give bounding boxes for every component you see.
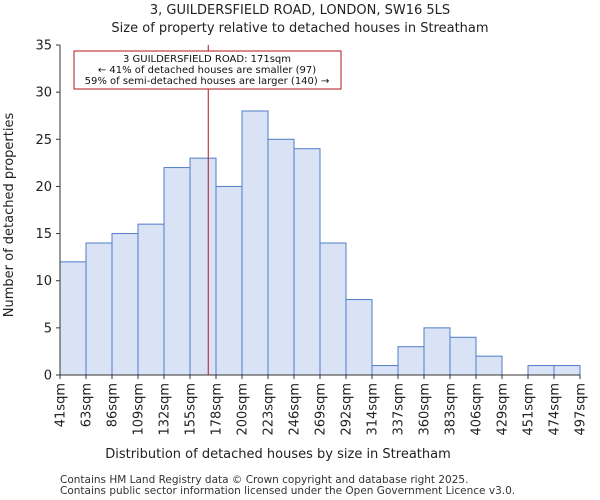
- x-tick-label: 246sqm: [288, 383, 303, 436]
- x-tick-label: 132sqm: [158, 383, 173, 436]
- x-tick-label: 223sqm: [262, 383, 277, 436]
- x-tick-label: 360sqm: [418, 383, 433, 436]
- x-axis: 41sqm 63sqm 86sqm 109sqm 132sqm 155sqm 178sqm 2…: [54, 374, 589, 436]
- x-axis-label: Distribution of detached houses by size …: [105, 447, 451, 462]
- bar-41sqm: [59, 261, 87, 376]
- x-tick-label: 474sqm: [548, 383, 563, 436]
- bar-178sqm: [215, 185, 243, 376]
- chart-title-line2: Size of property relative to detached ho…: [111, 21, 488, 36]
- x-tick-label: 383sqm: [444, 383, 459, 436]
- footer-line2: Contains public sector information licen…: [60, 485, 515, 497]
- bar-451sqm: [527, 365, 555, 376]
- y-tick-label: 20: [35, 180, 52, 195]
- footer-line1: Contains HM Land Registry data © Crown c…: [60, 474, 468, 486]
- bar-292sqm: [345, 299, 373, 376]
- x-tick-label: 155sqm: [184, 383, 199, 436]
- chart-title-line1: 3, GUILDERSFIELD ROAD, LONDON, SW16 5LS: [150, 3, 450, 18]
- x-tick-label: 292sqm: [340, 383, 355, 436]
- bar-200sqm: [241, 110, 269, 376]
- annotation-line3: 59% of semi-detached houses are larger (…: [85, 76, 330, 87]
- bar-269sqm: [319, 242, 347, 376]
- bars-group: [59, 110, 581, 376]
- bar-63sqm: [85, 242, 113, 376]
- bar-406sqm: [475, 355, 503, 376]
- y-tick-label: 5: [44, 321, 52, 336]
- annotation-line1: 3 GUILDERSFIELD ROAD: 171sqm: [123, 54, 291, 65]
- bar-132sqm: [163, 167, 191, 376]
- x-tick-label: 200sqm: [236, 383, 251, 436]
- x-tick-label: 269sqm: [314, 383, 329, 436]
- bar-337sqm: [397, 346, 425, 376]
- x-tick-label: 41sqm: [54, 383, 69, 427]
- x-tick-label: 497sqm: [574, 383, 589, 436]
- bar-223sqm: [267, 138, 295, 376]
- bar-109sqm: [137, 223, 165, 376]
- y-tick-label: 25: [35, 133, 52, 148]
- x-tick-label: 178sqm: [210, 383, 225, 436]
- x-tick-label: 109sqm: [132, 383, 147, 436]
- x-tick-label: 429sqm: [496, 383, 511, 436]
- bar-314sqm: [371, 365, 399, 376]
- bar-246sqm: [293, 148, 321, 376]
- bar-360sqm: [423, 327, 451, 376]
- y-axis: 0 5 10 15 20 25 30 35: [35, 39, 61, 384]
- bar-474sqm: [553, 365, 581, 376]
- y-tick-label: 10: [35, 274, 52, 289]
- y-tick-label: 35: [35, 39, 52, 54]
- x-tick-label: 337sqm: [392, 383, 407, 436]
- y-axis-label: Number of detached properties: [2, 113, 17, 318]
- x-tick-label: 451sqm: [522, 383, 537, 436]
- bar-383sqm: [449, 336, 477, 376]
- x-tick-label: 406sqm: [470, 383, 485, 436]
- y-tick-label: 0: [44, 369, 52, 384]
- annotation-line2: ← 41% of detached houses are smaller (97…: [98, 65, 316, 76]
- x-tick-label: 86sqm: [106, 383, 121, 427]
- annotation-border: [73, 50, 342, 90]
- annotation-box: 3 GUILDERSFIELD ROAD: 171sqm ← 41% of de…: [73, 50, 342, 90]
- y-tick-label: 15: [35, 227, 52, 242]
- y-tick-label: 30: [35, 86, 52, 101]
- bar-155sqm: [189, 157, 217, 376]
- bar-86sqm: [111, 233, 139, 376]
- x-tick-label: 314sqm: [366, 383, 381, 436]
- x-tick-label: 63sqm: [80, 383, 95, 427]
